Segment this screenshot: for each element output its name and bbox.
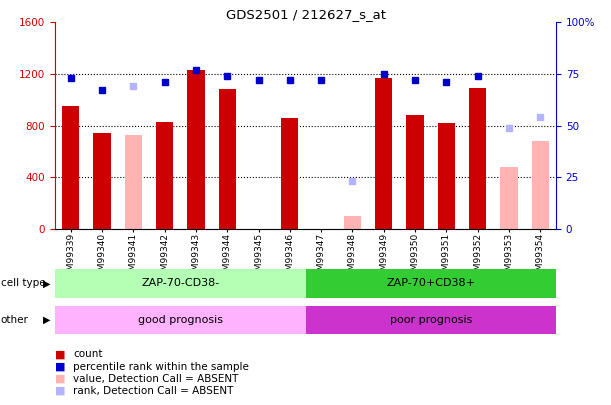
Bar bbox=[306, 22, 337, 229]
Text: ZAP-70+CD38+: ZAP-70+CD38+ bbox=[386, 279, 475, 288]
Text: rank, Detection Call = ABSENT: rank, Detection Call = ABSENT bbox=[73, 386, 233, 396]
Text: ▶: ▶ bbox=[43, 279, 51, 288]
Bar bbox=[149, 22, 180, 229]
Bar bbox=[243, 22, 274, 229]
Bar bbox=[55, 306, 306, 334]
Text: poor prognosis: poor prognosis bbox=[390, 315, 472, 325]
Bar bbox=[532, 141, 549, 229]
Text: percentile rank within the sample: percentile rank within the sample bbox=[73, 362, 249, 371]
Bar bbox=[274, 22, 306, 229]
Bar bbox=[368, 22, 400, 229]
Bar bbox=[306, 306, 556, 334]
Bar bbox=[117, 22, 149, 229]
Text: good prognosis: good prognosis bbox=[137, 315, 223, 325]
Text: other: other bbox=[1, 315, 29, 325]
Bar bbox=[493, 22, 525, 229]
Text: count: count bbox=[73, 350, 103, 359]
Bar bbox=[306, 269, 556, 298]
Bar bbox=[188, 70, 205, 229]
Bar bbox=[93, 133, 111, 229]
Bar bbox=[211, 22, 243, 229]
Bar bbox=[344, 216, 361, 229]
Bar bbox=[375, 78, 392, 229]
Bar bbox=[281, 118, 298, 229]
Text: value, Detection Call = ABSENT: value, Detection Call = ABSENT bbox=[73, 374, 239, 384]
Bar bbox=[55, 269, 306, 298]
Bar bbox=[125, 134, 142, 229]
Bar bbox=[500, 167, 518, 229]
Text: cell type: cell type bbox=[1, 279, 45, 288]
Bar bbox=[438, 123, 455, 229]
Bar bbox=[156, 122, 173, 229]
Text: ZAP-70-CD38-: ZAP-70-CD38- bbox=[141, 279, 219, 288]
Text: ■: ■ bbox=[55, 350, 65, 359]
Bar bbox=[469, 88, 486, 229]
Bar bbox=[406, 115, 423, 229]
Bar bbox=[462, 22, 494, 229]
Text: ■: ■ bbox=[55, 362, 65, 371]
Bar bbox=[219, 90, 236, 229]
Text: ■: ■ bbox=[55, 386, 65, 396]
Bar bbox=[400, 22, 431, 229]
Text: ▶: ▶ bbox=[43, 315, 51, 325]
Bar bbox=[337, 22, 368, 229]
Bar bbox=[525, 22, 556, 229]
Text: ■: ■ bbox=[55, 374, 65, 384]
Bar bbox=[55, 22, 86, 229]
Bar bbox=[62, 106, 79, 229]
Bar bbox=[86, 22, 117, 229]
Title: GDS2501 / 212627_s_at: GDS2501 / 212627_s_at bbox=[225, 8, 386, 21]
Bar bbox=[431, 22, 462, 229]
Bar bbox=[180, 22, 211, 229]
